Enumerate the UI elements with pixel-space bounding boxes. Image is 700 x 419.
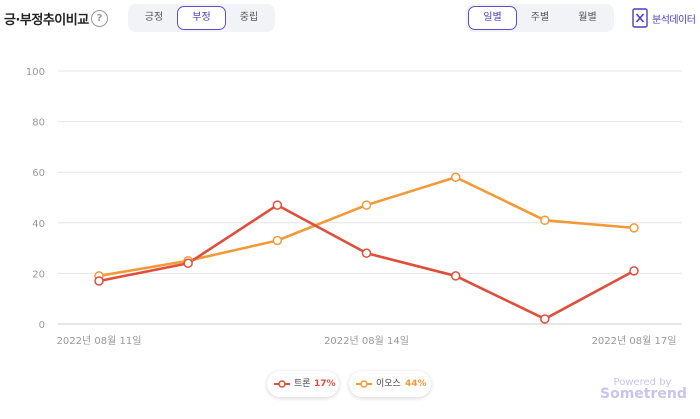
data-point-tron — [540, 314, 550, 324]
data-point-tron — [629, 266, 639, 276]
chart-title: 긍·부정추이비교 — [4, 13, 89, 28]
tab-daily[interactable]: 일별 — [468, 6, 517, 30]
x-tick-label: 2022년 08월 17일 — [592, 335, 677, 347]
chart-header: 긍·부정추이비교 ? 긍정 부정 중립 일별 주별 월별 분석데이터 — [0, 0, 700, 40]
y-tick-label: 60 — [32, 168, 45, 179]
export-data-label: 분석데이터 — [652, 15, 696, 26]
legend-marker-tron — [274, 380, 290, 388]
legend-marker-eos — [356, 380, 372, 388]
y-tick-label: 40 — [32, 219, 45, 230]
data-point-tron — [94, 276, 104, 286]
export-data-button[interactable]: 분석데이터 — [632, 8, 696, 28]
data-point-eos — [540, 215, 550, 226]
powered-by-text: Powered by — [613, 377, 672, 388]
legend-percent-tron: 17% — [314, 379, 336, 389]
data-point-eos — [450, 172, 461, 183]
data-point-tron — [272, 200, 283, 210]
legend-item-eos[interactable]: 이오스 44% — [349, 371, 431, 397]
x-axis-ticks: 2022년 08월 11일 2022년 08월 14일 2022년 08월 17일 — [57, 335, 677, 347]
sentiment-tab-group: 긍정 부정 중립 — [128, 4, 275, 32]
chart-grid — [58, 70, 682, 325]
powered-by-branding: Powered by Sometrend — [600, 377, 687, 402]
tab-monthly[interactable]: 월별 — [578, 12, 597, 23]
y-tick-label: 0 — [39, 320, 45, 331]
data-point-tron — [183, 258, 193, 269]
legend-item-tron[interactable]: 트론 17% — [267, 371, 339, 397]
tab-weekly[interactable]: 주별 — [530, 12, 550, 23]
legend-label-tron: 트론 — [294, 379, 311, 389]
data-point-tron — [361, 248, 372, 258]
x-tick-label: 2022년 08월 14일 — [324, 335, 409, 347]
data-point-eos — [361, 200, 372, 210]
sometrend-logo: Sometrend — [600, 386, 687, 402]
y-tick-label: 20 — [32, 269, 45, 280]
series-lines — [98, 175, 635, 321]
legend-label-eos: 이오스 — [376, 379, 401, 389]
data-point-tron — [450, 271, 461, 281]
data-point-eos — [629, 223, 639, 233]
series-points — [94, 172, 639, 324]
x-tick-label: 2022년 08월 11일 — [57, 335, 142, 347]
data-point-eos — [272, 235, 283, 246]
legend-percent-eos: 44% — [405, 379, 427, 389]
help-icon[interactable]: ? — [91, 10, 108, 27]
tab-neutral[interactable]: 중립 — [239, 12, 259, 23]
tab-positive[interactable]: 긍정 — [144, 12, 164, 23]
y-tick-label: 100 — [26, 67, 45, 78]
tab-negative[interactable]: 부정 — [177, 6, 226, 30]
y-tick-label: 80 — [32, 118, 45, 129]
excel-icon — [632, 8, 648, 28]
y-axis-ticks: 100 80 60 40 20 0 — [26, 67, 45, 331]
series-line-eos — [98, 175, 635, 278]
period-tab-group: 일별 주별 월별 — [466, 4, 614, 32]
